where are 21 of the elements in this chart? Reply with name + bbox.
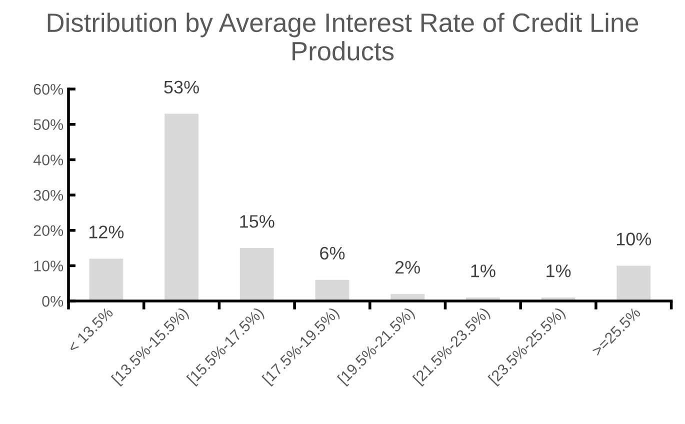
bar xyxy=(315,280,350,302)
y-tick-label: 40% xyxy=(33,154,64,166)
y-tick-label: 0% xyxy=(42,296,64,307)
y-tick-label: 20% xyxy=(34,225,64,236)
data-label: 10% xyxy=(616,232,652,246)
bar xyxy=(89,258,124,302)
y-tick-label: 10% xyxy=(34,260,64,272)
bar xyxy=(164,114,198,302)
bar xyxy=(240,248,274,302)
data-label: 12% xyxy=(89,226,124,238)
chart-title: Distribution by Average Interest Rate of Credit Line Products xyxy=(48,12,638,61)
y-tick-label: 30% xyxy=(34,190,64,201)
data-label: 15% xyxy=(240,215,274,228)
y-tick-label: 60% xyxy=(34,84,64,95)
data-label: 53% xyxy=(164,80,199,94)
y-tick-label: 50% xyxy=(34,119,64,130)
data-label: 2% xyxy=(395,260,420,274)
data-label: 1% xyxy=(471,264,496,278)
data-label: 1% xyxy=(546,264,571,278)
data-label: 6% xyxy=(320,246,345,260)
bar xyxy=(616,266,651,302)
